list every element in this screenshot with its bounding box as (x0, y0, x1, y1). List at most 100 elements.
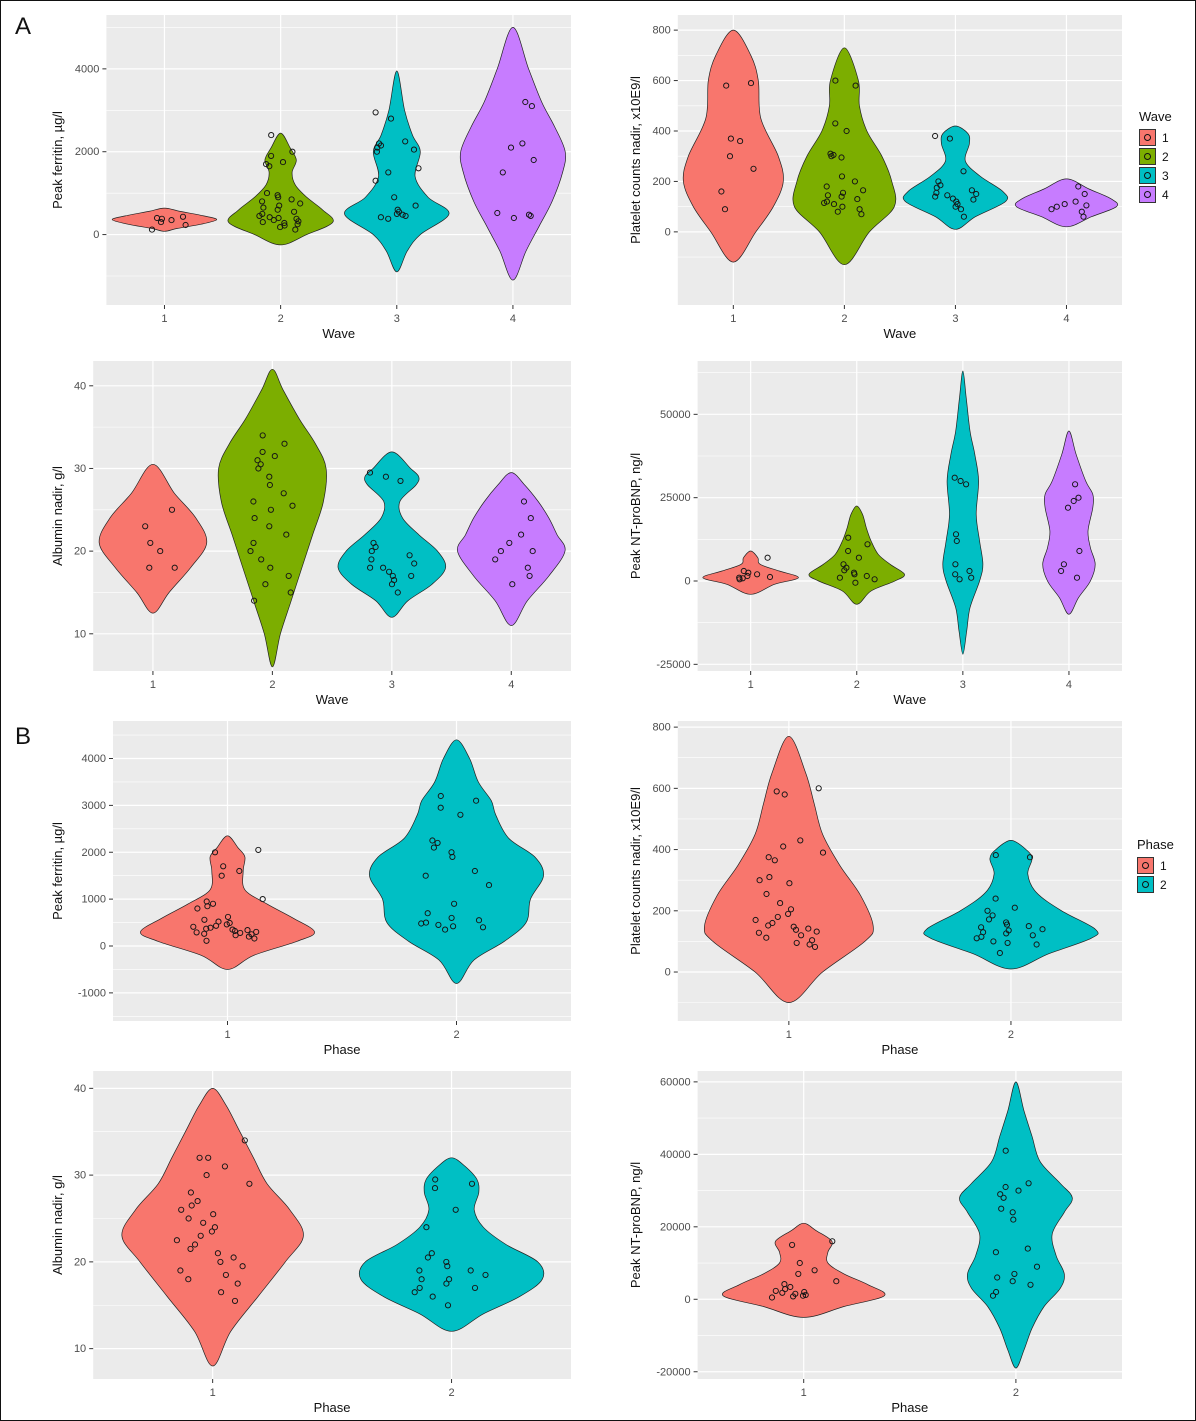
svg-text:Albumin nadir, g/l: Albumin nadir, g/l (50, 1175, 65, 1275)
svg-text:10: 10 (74, 628, 86, 640)
svg-text:4: 4 (510, 313, 516, 325)
a_ntprobnp_wave-svg: -25000 0 25000 50000 1 2 3 4 Wave Peak NT-proBNP,… (628, 361, 1122, 707)
svg-text:Platelet counts nadir, x10E9/l: Platelet counts nadir, x10E9/l (628, 76, 643, 244)
svg-text:-25000: -25000 (656, 659, 690, 671)
a_albumin_wave-svg: 10 20 30 40 1 2 3 4 Wave Albumin nadir, g/l (50, 361, 571, 707)
legend-entry-phase-2: 2 (1137, 876, 1174, 893)
point-glyph-icon (1144, 191, 1151, 198)
violin-chart-platelet-nadir-by-wave: 0 200 400 600 800 1 2 3 4 Wave Platelet counts nad… (627, 7, 1132, 345)
svg-text:4000: 4000 (75, 63, 99, 75)
svg-text:200: 200 (652, 905, 670, 917)
svg-text:20000: 20000 (660, 1221, 691, 1233)
svg-text:800: 800 (652, 722, 670, 734)
svg-text:1: 1 (210, 1387, 216, 1399)
legend-entry-wave-1: 1 (1139, 129, 1172, 146)
svg-text:2: 2 (269, 679, 275, 691)
violin-chart-peak-ferritin-by-phase: -1000 0 1000 2000 3000 4000 1 2 Phase Peak ferrit… (49, 713, 581, 1061)
svg-text:40: 40 (74, 1083, 86, 1095)
panel-a-label: A (15, 13, 32, 40)
svg-text:600: 600 (652, 783, 670, 795)
legend-entry-label: 4 (1162, 187, 1169, 202)
svg-text:200: 200 (652, 176, 670, 188)
legend-wave: Wave 1 2 3 4 (1139, 109, 1172, 205)
svg-text:Platelet counts nadir, x10E9/l: Platelet counts nadir, x10E9/l (628, 787, 643, 955)
svg-text:1: 1 (730, 313, 736, 325)
svg-text:2: 2 (841, 313, 847, 325)
svg-text:Wave: Wave (316, 692, 349, 707)
legend-entry-wave-2: 2 (1139, 148, 1172, 165)
svg-text:Phase: Phase (881, 1042, 918, 1057)
svg-text:400: 400 (652, 126, 670, 138)
svg-text:1: 1 (224, 1029, 230, 1041)
svg-text:0: 0 (684, 1294, 690, 1306)
svg-text:20: 20 (74, 546, 86, 558)
svg-text:0: 0 (684, 576, 690, 588)
svg-text:1: 1 (161, 313, 167, 325)
svg-text:1: 1 (801, 1387, 807, 1399)
svg-text:-20000: -20000 (656, 1366, 690, 1378)
violin-chart-albumin-nadir-by-wave: 10 20 30 40 1 2 3 4 Wave Albumin nadir, g/l (49, 353, 581, 711)
b_platelet_phase-svg: 0 200 400 600 800 1 2 Phase Platelet counts nadi… (628, 721, 1122, 1057)
svg-text:0: 0 (93, 229, 99, 241)
svg-text:1000: 1000 (82, 894, 106, 906)
legend-key-swatch-phase-2 (1137, 876, 1154, 893)
point-glyph-icon (1144, 134, 1151, 141)
svg-text:2: 2 (1008, 1029, 1014, 1041)
legend-entry-label: 3 (1162, 168, 1169, 183)
legend-entry-label: 1 (1162, 130, 1169, 145)
svg-text:4: 4 (508, 679, 514, 691)
svg-text:400: 400 (652, 844, 670, 856)
legend-entry-label: 2 (1162, 149, 1169, 164)
svg-text:60000: 60000 (660, 1076, 691, 1088)
point-glyph-icon (1142, 881, 1149, 888)
svg-text:4: 4 (1063, 313, 1069, 325)
svg-text:40000: 40000 (660, 1149, 691, 1161)
svg-text:30: 30 (74, 463, 86, 475)
svg-text:Wave: Wave (884, 326, 917, 341)
svg-text:Phase: Phase (891, 1400, 928, 1415)
a_platelet_wave-svg: 0 200 400 600 800 1 2 3 4 Wave Platelet counts nad… (628, 15, 1122, 341)
legend-key-swatch-phase-1 (1137, 857, 1154, 874)
legend-entry-wave-4: 4 (1139, 186, 1172, 203)
svg-text:Wave: Wave (893, 692, 926, 707)
svg-text:-1000: -1000 (78, 987, 106, 999)
legend-entry-label: 2 (1160, 877, 1167, 892)
legend-key-swatch-wave-2 (1139, 148, 1156, 165)
svg-text:3: 3 (960, 679, 966, 691)
svg-text:600: 600 (652, 75, 670, 87)
legend-key-swatch-wave-3 (1139, 167, 1156, 184)
svg-text:Peak NT-proBNP, ng/l: Peak NT-proBNP, ng/l (628, 1162, 643, 1288)
svg-text:Wave: Wave (322, 326, 355, 341)
legend-phase: Phase 1 2 (1137, 837, 1174, 895)
svg-text:1: 1 (748, 679, 754, 691)
svg-text:3: 3 (394, 313, 400, 325)
svg-text:Albumin nadir, g/l: Albumin nadir, g/l (50, 466, 65, 566)
svg-text:800: 800 (652, 25, 670, 37)
svg-text:Peak NT-proBNP, ng/l: Peak NT-proBNP, ng/l (628, 453, 643, 579)
svg-text:Phase: Phase (314, 1400, 351, 1415)
svg-text:10: 10 (74, 1343, 86, 1355)
b_peak_ferritin_phase-svg: -1000 0 1000 2000 3000 4000 1 2 Phase Peak ferrit… (50, 721, 571, 1057)
a_peak_ferritin_wave-svg: 0 2000 4000 1 2 3 4 Wave Peak ferritin, µg/l (50, 15, 572, 341)
svg-text:40: 40 (74, 380, 86, 392)
svg-text:2: 2 (854, 679, 860, 691)
svg-text:2000: 2000 (75, 146, 99, 158)
violin-chart-ntprobnp-by-phase: -20000 0 20000 40000 60000 1 2 Phase Peak NT-pro… (627, 1063, 1132, 1419)
svg-text:2: 2 (278, 313, 284, 325)
svg-text:50000: 50000 (660, 409, 691, 421)
legend-entry-phase-1: 1 (1137, 857, 1174, 874)
svg-text:2000: 2000 (82, 847, 106, 859)
svg-text:4: 4 (1066, 679, 1072, 691)
svg-text:2: 2 (1013, 1387, 1019, 1399)
violin-chart-albumin-nadir-by-phase: 10 20 30 40 1 2 Phase Albumin nadir, g/l (49, 1063, 581, 1419)
svg-text:Peak ferritin, µg/l: Peak ferritin, µg/l (50, 111, 65, 209)
legend-wave-title: Wave (1139, 109, 1172, 124)
b_ntprobnp_phase-svg: -20000 0 20000 40000 60000 1 2 Phase Peak NT-pro… (628, 1071, 1122, 1415)
svg-text:4000: 4000 (82, 753, 106, 765)
violin-chart-ntprobnp-by-wave: -25000 0 25000 50000 1 2 3 4 Wave Peak NT-proBNP,… (627, 353, 1132, 711)
legend-entry-wave-3: 3 (1139, 167, 1172, 184)
legend-phase-title: Phase (1137, 837, 1174, 852)
svg-text:2: 2 (453, 1029, 459, 1041)
svg-text:3: 3 (952, 313, 958, 325)
svg-text:3000: 3000 (82, 800, 106, 812)
